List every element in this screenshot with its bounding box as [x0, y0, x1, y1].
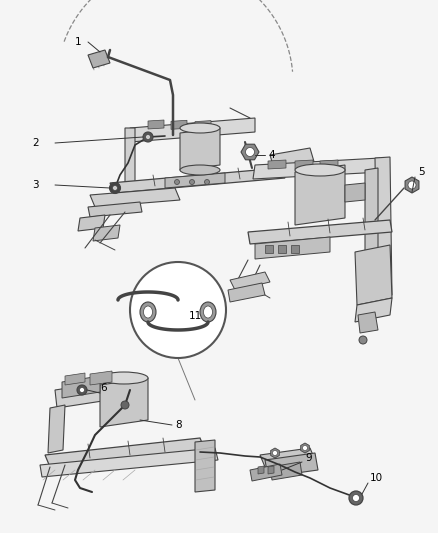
Polygon shape: [290, 245, 298, 253]
Circle shape: [407, 181, 415, 189]
Circle shape: [189, 180, 194, 184]
Polygon shape: [45, 438, 205, 467]
Polygon shape: [294, 165, 344, 225]
Polygon shape: [65, 373, 85, 385]
Polygon shape: [265, 453, 317, 477]
Text: 2: 2: [32, 138, 39, 148]
Circle shape: [112, 185, 117, 190]
Polygon shape: [148, 120, 164, 129]
Polygon shape: [171, 120, 187, 130]
Polygon shape: [267, 466, 273, 474]
Polygon shape: [344, 183, 364, 202]
Circle shape: [174, 180, 179, 184]
Circle shape: [245, 148, 254, 157]
Ellipse shape: [100, 372, 148, 384]
Polygon shape: [354, 245, 391, 305]
Text: 5: 5: [417, 167, 424, 177]
Polygon shape: [194, 120, 211, 130]
Text: 3: 3: [32, 180, 39, 190]
Text: 1: 1: [75, 37, 81, 47]
Circle shape: [358, 336, 366, 344]
Text: 10: 10: [369, 473, 382, 483]
Polygon shape: [88, 202, 141, 217]
Polygon shape: [247, 220, 391, 244]
Text: 6: 6: [100, 383, 106, 393]
Circle shape: [121, 401, 129, 409]
Polygon shape: [180, 128, 219, 170]
Polygon shape: [269, 462, 301, 480]
Polygon shape: [374, 157, 391, 297]
Ellipse shape: [143, 306, 152, 318]
Polygon shape: [267, 160, 285, 169]
Circle shape: [272, 450, 277, 456]
Circle shape: [204, 180, 209, 184]
Circle shape: [130, 262, 226, 358]
Polygon shape: [165, 173, 225, 188]
Circle shape: [145, 134, 150, 140]
Polygon shape: [265, 245, 272, 253]
Circle shape: [143, 132, 153, 142]
Polygon shape: [270, 448, 279, 458]
Polygon shape: [88, 50, 110, 68]
Polygon shape: [258, 466, 263, 474]
Polygon shape: [249, 464, 281, 481]
Text: 8: 8: [175, 420, 181, 430]
Circle shape: [348, 491, 362, 505]
Polygon shape: [294, 160, 312, 169]
Polygon shape: [277, 245, 285, 253]
Circle shape: [79, 387, 84, 392]
Polygon shape: [90, 371, 112, 385]
Polygon shape: [48, 405, 65, 453]
Polygon shape: [93, 225, 120, 241]
Polygon shape: [404, 177, 418, 193]
Polygon shape: [194, 440, 215, 492]
Polygon shape: [364, 168, 377, 297]
Polygon shape: [130, 118, 254, 142]
Ellipse shape: [180, 165, 219, 175]
Polygon shape: [100, 378, 148, 427]
Circle shape: [352, 495, 359, 502]
Ellipse shape: [180, 123, 219, 133]
Ellipse shape: [200, 302, 215, 322]
Polygon shape: [269, 148, 314, 172]
Ellipse shape: [294, 164, 344, 176]
Text: 4: 4: [267, 150, 274, 160]
Polygon shape: [227, 283, 265, 302]
Polygon shape: [254, 237, 329, 259]
Circle shape: [77, 385, 87, 395]
Polygon shape: [55, 380, 122, 408]
Ellipse shape: [140, 302, 155, 322]
Polygon shape: [90, 188, 180, 207]
Circle shape: [302, 446, 307, 450]
Polygon shape: [300, 443, 309, 453]
Polygon shape: [354, 298, 391, 322]
Text: 11: 11: [188, 311, 201, 321]
Polygon shape: [125, 128, 135, 190]
Polygon shape: [252, 158, 381, 179]
Polygon shape: [78, 215, 105, 231]
Text: 9: 9: [304, 453, 311, 463]
Polygon shape: [230, 272, 269, 290]
Polygon shape: [319, 160, 337, 169]
Polygon shape: [259, 448, 314, 467]
Polygon shape: [240, 144, 258, 160]
Polygon shape: [62, 376, 100, 398]
Polygon shape: [357, 312, 377, 333]
Polygon shape: [110, 168, 284, 193]
Circle shape: [109, 182, 120, 193]
Ellipse shape: [203, 306, 212, 318]
Polygon shape: [40, 448, 218, 477]
